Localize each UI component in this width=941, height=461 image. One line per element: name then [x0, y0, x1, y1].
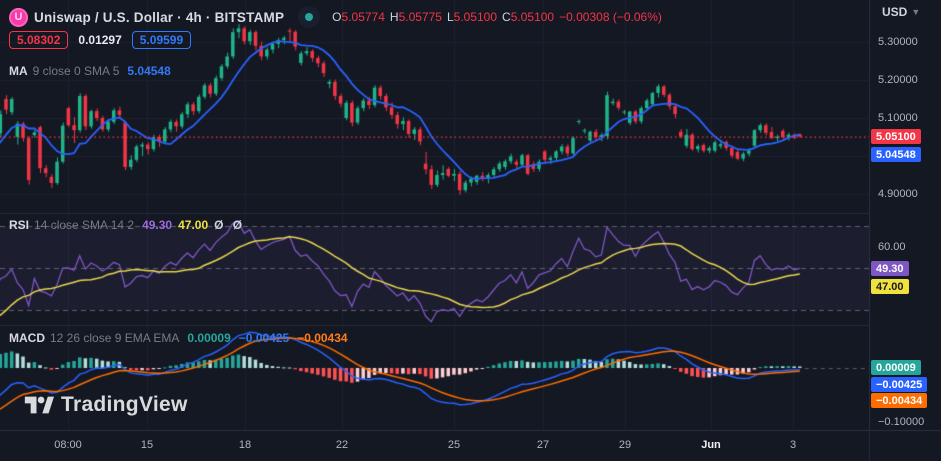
watermark-text: TradingView: [61, 393, 188, 416]
high-price-box[interactable]: 5.09599: [131, 31, 192, 49]
range-value: 0.01297: [78, 33, 122, 47]
currency-dropdown[interactable]: USD ▼: [882, 5, 920, 19]
time-axis[interactable]: 08:00 15 18 22 25 27 29 Jun 3: [0, 430, 941, 461]
rsi-value: 49.30: [142, 218, 173, 232]
axis-tick-label: 5.30000: [878, 35, 918, 48]
axis-tick-label: 4.90000: [878, 187, 918, 200]
axis-value-badge: 49.30: [871, 261, 909, 276]
rsi-extra: Ø Ø: [214, 218, 246, 232]
tradingview-watermark: TradingView: [24, 393, 188, 417]
axis-value-badge: 0.00009: [871, 360, 921, 375]
axis-tick-label: 5.20000: [878, 73, 918, 86]
ma-legend[interactable]: MA 9 close 0 SMA 5 5.04548: [9, 64, 171, 78]
uniswap-logo: U: [9, 7, 28, 27]
low-price-box[interactable]: 5.08302: [9, 31, 69, 49]
axis-value-badge: 5.04548: [871, 147, 921, 162]
tradingview-logo-icon: [24, 396, 54, 414]
axis-value-badge: −0.00425: [871, 377, 928, 392]
price-axis[interactable]: USD ▼ 5.30000 5.20000 5.10000 4.90000 60.00 −…: [869, 0, 941, 430]
time-tick-label: 08:00: [54, 439, 82, 451]
chevron-down-icon: ▼: [911, 7, 921, 17]
time-tick-label: 15: [140, 439, 154, 451]
time-tick-label: 22: [335, 439, 349, 451]
time-tick-label: 27: [536, 439, 550, 451]
macd-signal-value: −0.00434: [297, 331, 348, 345]
time-tick-label: 3: [789, 439, 797, 451]
rsi-signal-value: 47.00: [178, 218, 209, 232]
axis-tick-label: 60.00: [878, 240, 906, 253]
ma-value: 5.04548: [127, 64, 171, 78]
symbol-title[interactable]: Uniswap / U.S. Dollar · 4h · BITSTAMP: [34, 9, 285, 25]
axis-value-badge: −0.00434: [871, 393, 928, 408]
time-tick-label: Jun: [701, 439, 721, 451]
time-tick-label: 25: [447, 439, 461, 451]
time-tick-label: 29: [618, 439, 632, 451]
currency-label: USD: [882, 5, 908, 19]
time-tick-label: 18: [238, 439, 252, 451]
macd-legend[interactable]: MACD 12 26 close 9 EMA EMA 0.00009 −0.00425…: [9, 331, 348, 345]
axis-value-badge: 5.05100: [871, 129, 921, 144]
price-change: −0.00308 (−0.06%): [559, 10, 662, 24]
ohlc-values: O5.05774 H5.05775 L5.05100 C5.05100 −0.00308…: [332, 10, 662, 24]
price-range-row: 5.08302 0.01297 5.09599: [9, 31, 192, 49]
axis-tick-label: −0.10000: [878, 415, 925, 428]
market-status-button[interactable]: [298, 6, 321, 28]
symbol-header: U Uniswap / U.S. Dollar · 4h · BITSTAMP …: [9, 6, 662, 28]
macd-line-value: −0.00425: [238, 331, 290, 345]
rsi-legend[interactable]: RSI 14 close SMA 14 2 49.30 47.00 Ø Ø: [9, 218, 246, 232]
axis-tick-label: 5.10000: [878, 111, 918, 124]
market-open-dot-icon: [305, 13, 314, 21]
axis-value-badge: 47.00: [871, 279, 909, 294]
macd-hist-value: 0.00009: [187, 331, 231, 345]
